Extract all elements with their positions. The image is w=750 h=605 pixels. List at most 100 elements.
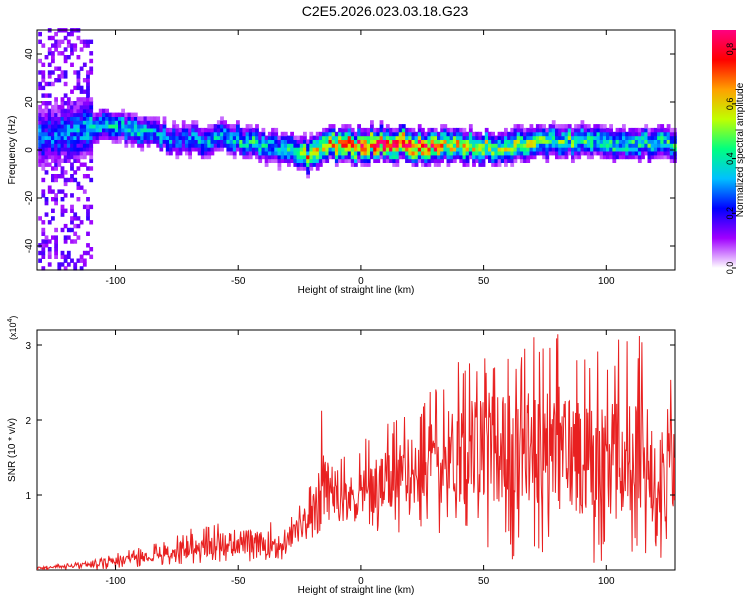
spectrogram-cell <box>47 162 52 167</box>
spectrogram-cell <box>615 127 620 133</box>
spectrogram-cell <box>51 197 55 202</box>
spectrogram-cell <box>57 154 62 160</box>
spectrogram-cell <box>363 139 368 144</box>
spectrogram-cell <box>47 139 52 144</box>
spectrogram-cell <box>111 124 116 129</box>
spectrogram-cell <box>548 124 553 129</box>
spectrogram-cell <box>133 139 138 144</box>
spectrogram-cell <box>468 143 473 148</box>
spectrogram-cell <box>625 139 629 144</box>
spectrogram-cell <box>357 139 361 144</box>
spectrogram-cell <box>529 131 534 137</box>
spectrogram-cell <box>596 147 601 152</box>
spectrogram-cell <box>462 139 467 144</box>
spectrogram-cell <box>76 74 81 79</box>
spectrogram-cell <box>395 162 400 167</box>
spectrogram-cell <box>200 139 205 144</box>
spectrogram-cell <box>574 151 578 156</box>
spectrogram-cell <box>465 131 470 137</box>
spectrogram-cell <box>271 135 275 140</box>
spectrogram-cell <box>118 131 122 137</box>
spectrogram-cell <box>593 147 598 152</box>
spectrogram-cell <box>89 143 94 148</box>
spectrogram-cell <box>628 139 633 144</box>
spectrogram-cell <box>350 147 355 152</box>
spectrogram-cell <box>318 139 323 144</box>
spectrogram-cell <box>38 154 42 160</box>
spectrogram-cell <box>89 104 94 110</box>
spectrogram-cell <box>577 143 582 148</box>
spectrogram-cell <box>497 139 502 144</box>
spectrogram-cell <box>57 189 62 194</box>
spectrogram-cell <box>86 85 90 91</box>
spectrogram-cell <box>66 31 71 37</box>
spectrogram-cell <box>111 112 116 117</box>
spectrogram-cell <box>615 131 620 137</box>
spectrogram-cell <box>76 108 81 114</box>
spectrogram-cell <box>430 131 435 137</box>
spectrogram-cell <box>175 143 180 148</box>
spectrogram-cell <box>478 162 483 167</box>
spectrogram-cell <box>666 131 671 137</box>
spectrogram-cell <box>440 154 444 160</box>
snr-x-ticks: -100 -50 0 50 100 <box>106 330 615 587</box>
spectrogram-cell <box>105 112 109 117</box>
spectrogram-cell <box>663 127 668 133</box>
spectrogram-cell <box>287 135 291 140</box>
spectrogram-cell <box>622 154 626 160</box>
spectrogram-cell <box>79 220 84 225</box>
spectrogram-cell <box>60 151 65 156</box>
colorbar: 0.00.20.40.60.8 Normalized spectral ampl… <box>712 30 746 274</box>
spectrogram-cell <box>641 147 645 152</box>
spectrogram-cell <box>366 143 371 148</box>
spectrogram-cell <box>660 135 665 140</box>
spectrogram-cell <box>577 139 582 144</box>
spectrogram-cell <box>558 135 562 140</box>
spectrogram-cell <box>666 127 671 133</box>
spectrogram-cell <box>252 151 256 156</box>
spectrogram-cell <box>60 170 65 175</box>
spectrogram-cell <box>475 154 480 160</box>
spectrogram-cell <box>76 78 81 83</box>
spectrogram-cell <box>542 154 546 160</box>
spectrogram-cell <box>264 139 269 144</box>
spectrogram-cell <box>54 104 58 110</box>
spectrogram-cell <box>315 131 320 137</box>
spectrogram-cell <box>236 131 240 137</box>
spectrogram-cell <box>70 239 74 244</box>
spectrogram-cell <box>194 131 199 137</box>
spectrogram-cell <box>271 158 275 163</box>
spectrogram-cell <box>472 139 476 144</box>
spectrogram-cell <box>344 124 349 129</box>
spectrogram-cell <box>299 151 304 156</box>
spectrogram-cell <box>245 147 250 152</box>
spectrogram-cell <box>245 143 250 148</box>
spectrogram-cell <box>95 112 100 117</box>
spectrogram-cell <box>510 135 515 140</box>
spectrogram-cell <box>159 124 164 129</box>
colorbar-label: Normalized spectral amplitude <box>735 82 746 217</box>
spectrogram-cell <box>51 112 55 117</box>
spectrogram-cell <box>51 174 55 179</box>
spectrogram-cell <box>242 131 247 137</box>
spectrogram-cell <box>60 166 65 171</box>
spectrogram-cell <box>303 154 307 160</box>
spectrogram-cell <box>571 151 575 156</box>
spectrogram-cell <box>357 124 361 129</box>
spectrogram-cell <box>523 127 527 133</box>
spectrogram-cell <box>204 143 208 148</box>
spectrogram-cell <box>309 131 314 137</box>
spectrogram-cell <box>507 154 511 160</box>
spectrogram-cell <box>54 139 58 144</box>
spectrogram-cell <box>580 143 585 148</box>
spectrogram-cell <box>229 139 234 144</box>
spectrogram-cell <box>185 124 189 129</box>
spectrogram-cell <box>366 135 371 140</box>
spectrogram-cell <box>478 151 483 156</box>
spectrogram-cell <box>299 154 304 160</box>
spectrogram-cell <box>303 162 307 167</box>
spectrogram-cell <box>634 135 639 140</box>
spectrogram-cell <box>484 143 489 148</box>
spectrogram-cell <box>229 147 234 152</box>
spectrogram-cell <box>76 70 81 75</box>
